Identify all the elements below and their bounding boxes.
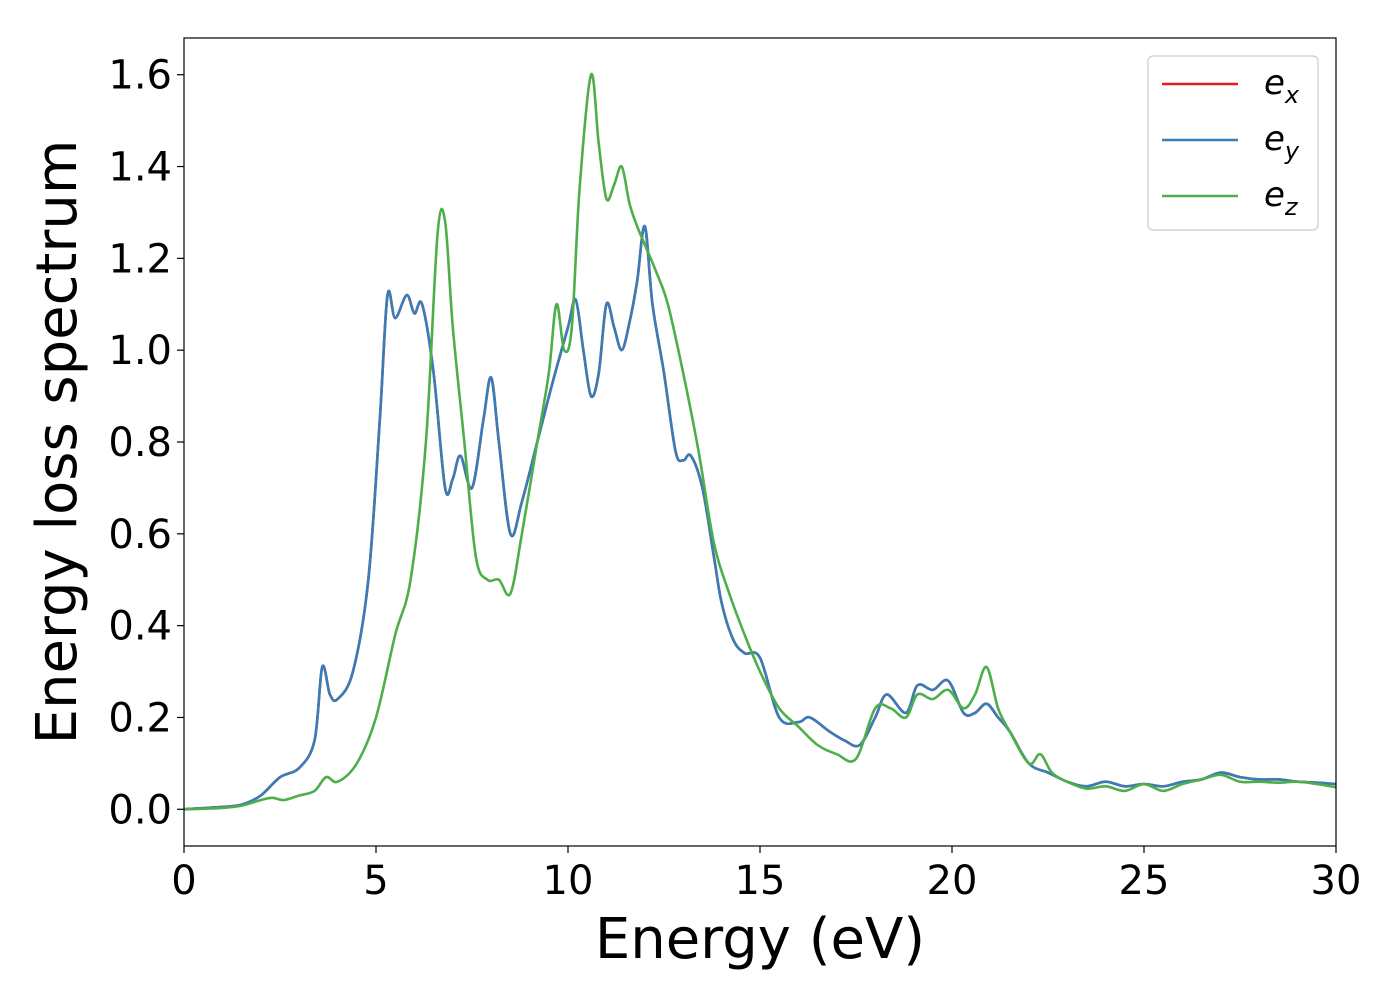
x-tick-label: 5	[363, 858, 388, 904]
x-tick-label: 0	[171, 858, 196, 904]
y-axis-ticks: 0.0 0.2 0.4 0.6 0.8 1.0 1.2 1.4 1.6	[108, 53, 184, 833]
legend: ex ey ez	[1147, 55, 1319, 231]
y-axis-label: Energy loss spectrum	[25, 140, 90, 745]
y-tick-label: 0.0	[108, 787, 172, 833]
legend-label-e-x: ex	[1264, 63, 1300, 109]
y-tick-label: 0.8	[108, 420, 172, 466]
y-tick-label: 0.6	[108, 512, 172, 558]
y-tick-label: 0.2	[108, 695, 172, 741]
y-tick-label: 1.4	[108, 145, 172, 191]
series-layer	[184, 72, 1336, 811]
x-axis-ticks: 0 5 10 15 20 25 30	[171, 846, 1361, 904]
legend-label-e-y: ey	[1264, 119, 1300, 165]
y-tick-label: 1.6	[108, 53, 172, 99]
y-tick-label: 1.0	[108, 328, 172, 374]
y-tick-label: 1.2	[108, 236, 172, 282]
legend-label-e-z: ez	[1264, 175, 1299, 221]
x-tick-label: 25	[1119, 858, 1170, 904]
x-tick-label: 15	[735, 858, 786, 904]
y-tick-label: 0.4	[108, 604, 172, 650]
series-line-e-z	[184, 72, 1336, 811]
legend-box	[1147, 55, 1319, 231]
x-axis-label: Energy (eV)	[595, 907, 925, 972]
x-tick-label: 30	[1311, 858, 1362, 904]
x-tick-label: 20	[927, 858, 978, 904]
x-tick-label: 10	[543, 858, 594, 904]
